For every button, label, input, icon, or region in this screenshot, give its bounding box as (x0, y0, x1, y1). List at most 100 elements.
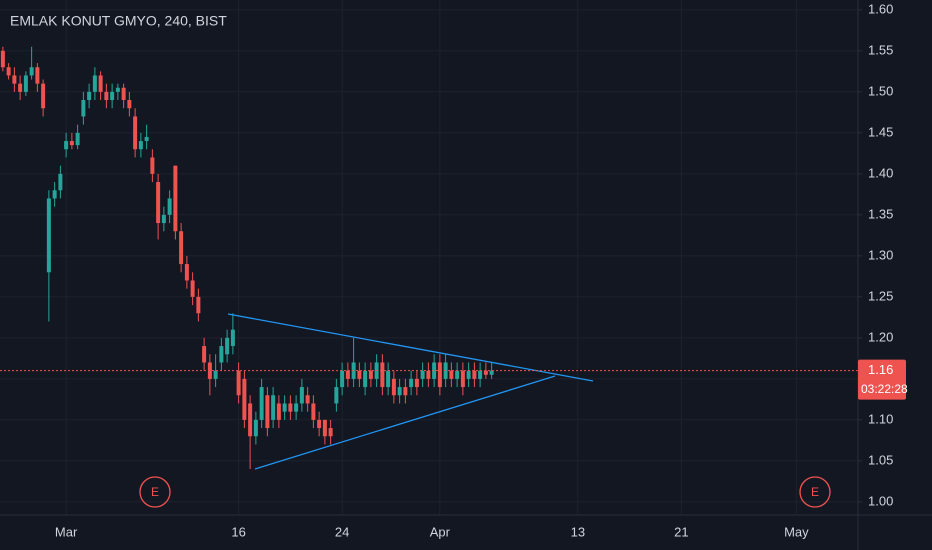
x-tick-label: May (784, 524, 809, 539)
candle-body (340, 370, 345, 388)
candle-body (64, 141, 69, 150)
candle-body (426, 370, 431, 379)
candle-body (248, 403, 253, 437)
y-tick-label: 1.60 (868, 1, 893, 16)
y-tick-label: 1.45 (868, 124, 893, 139)
candle-body (409, 378, 414, 388)
earnings-label: E (811, 485, 819, 499)
candle-body (138, 141, 143, 150)
candle-body (253, 419, 258, 437)
candle-body (322, 419, 327, 437)
candle-body (472, 370, 477, 379)
candle-body (196, 296, 201, 314)
candle-body (156, 182, 161, 224)
candle-body (46, 198, 51, 273)
candle-body (35, 67, 40, 84)
x-tick-label: 16 (231, 524, 245, 539)
candle-body (317, 419, 322, 429)
candle-body (75, 132, 80, 146)
candle-body (58, 173, 63, 191)
candle-body (213, 370, 218, 379)
candle-body (466, 370, 471, 379)
candle-body (0, 50, 5, 68)
candle-body (236, 370, 241, 396)
candle-body (455, 370, 460, 379)
candle-body (259, 387, 264, 420)
earnings-marker[interactable]: E (799, 476, 831, 508)
x-tick-label: 24 (335, 524, 349, 539)
candle-body (133, 116, 138, 150)
earnings-label: E (151, 485, 159, 499)
candle-body (92, 75, 97, 92)
candle-body (18, 83, 23, 92)
candle-body (328, 428, 333, 437)
candle-body (242, 378, 247, 420)
candle-body (449, 370, 454, 379)
y-tick-label: 1.40 (868, 165, 893, 180)
x-tick-label: Apr (430, 524, 451, 539)
candle-body (397, 387, 402, 396)
candle-body (190, 280, 195, 297)
y-tick-label: 1.00 (868, 493, 893, 508)
candle-body (299, 387, 304, 404)
candle-body (23, 75, 28, 92)
earnings-circle (799, 476, 831, 508)
candle-body (391, 378, 396, 396)
y-tick-label: 1.35 (868, 206, 893, 221)
candle-body (345, 370, 350, 379)
last-price-badge (858, 359, 906, 400)
candle-body (202, 346, 207, 363)
candle-body (179, 231, 184, 265)
candle-body (69, 141, 74, 146)
candle-body (173, 165, 178, 232)
y-tick-label: 1.55 (868, 42, 893, 57)
candle-body (311, 403, 316, 420)
candle-body (6, 67, 11, 76)
candle-body (489, 370, 494, 375)
trendline-upper (227, 313, 594, 382)
candle-body (294, 403, 299, 412)
candle-body (104, 91, 109, 101)
candle-body (420, 370, 425, 379)
x-tick-label: 21 (674, 524, 688, 539)
candle-body (271, 395, 276, 420)
candle-body (386, 370, 391, 388)
chart-title: EMLAK KONUT GMYO, 240, BIST (10, 13, 227, 29)
candle-body (52, 190, 57, 199)
candle-body (87, 91, 92, 101)
candle-body (334, 387, 339, 404)
candle-body (12, 75, 17, 84)
candle-body (184, 264, 189, 281)
candle-body (115, 87, 120, 92)
candle-body (414, 378, 419, 388)
candle-body (150, 157, 155, 174)
candle-body (368, 370, 373, 379)
y-tick-label: 1.30 (868, 247, 893, 262)
candle-body (478, 370, 483, 379)
candle-body (305, 395, 310, 404)
candle-body (460, 370, 465, 388)
candle-body (29, 67, 34, 76)
candle-body (41, 83, 46, 109)
earnings-circle (139, 476, 171, 508)
candle-body (98, 75, 103, 92)
candle-body (483, 370, 488, 375)
y-tick-label: 1.05 (868, 452, 893, 467)
candle-body (161, 214, 166, 224)
candle-body (282, 403, 287, 412)
candle-body (167, 198, 172, 215)
candle-body (276, 403, 281, 420)
candle-body (81, 100, 86, 117)
candle-body (265, 395, 270, 429)
x-tick-label: Mar (55, 524, 78, 539)
earnings-marker[interactable]: E (139, 476, 171, 508)
candle-body (121, 87, 126, 101)
candle-body (437, 362, 442, 388)
candle-body (288, 403, 293, 412)
candle-body (127, 100, 132, 109)
y-tick-label: 1.10 (868, 411, 893, 426)
candle-body (380, 362, 385, 388)
countdown-label: 03:22:28 (861, 382, 908, 396)
x-tick-label: 13 (571, 524, 585, 539)
